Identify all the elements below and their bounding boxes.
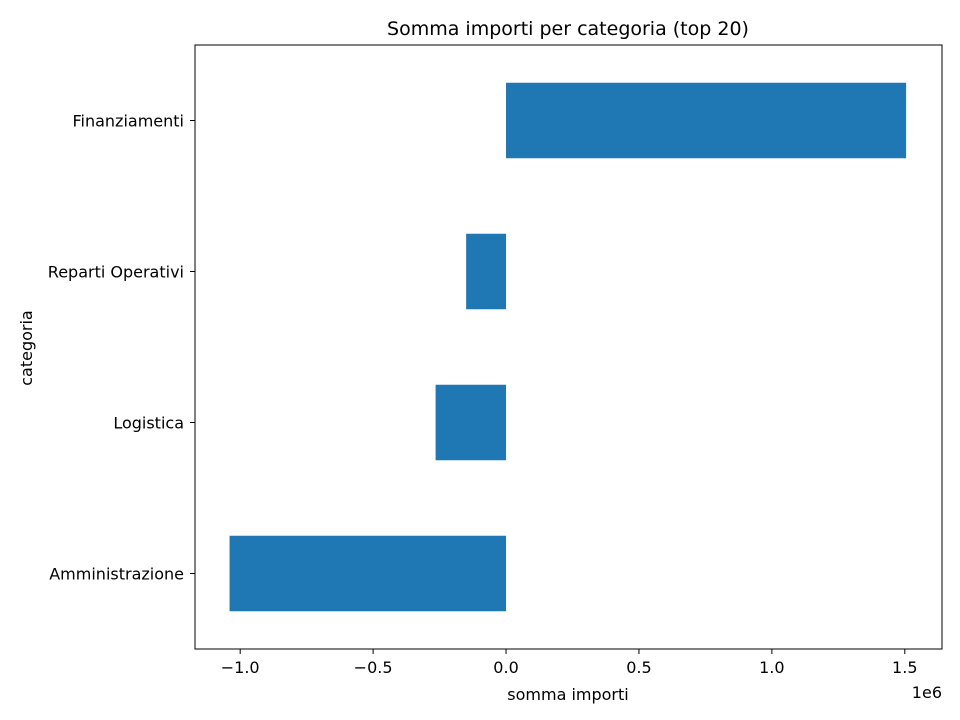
x-axis-label: somma importi [507, 685, 628, 704]
x-tick-label: −1.0 [221, 658, 260, 677]
x-tick-label: 0.0 [493, 658, 518, 677]
y-tick-label: Amministrazione [49, 565, 184, 584]
x-tick-label: −0.5 [354, 658, 393, 677]
x-tick-label: 0.5 [626, 658, 651, 677]
bar-amministrazione [229, 535, 507, 612]
y-tick-label: Reparti Operativi [48, 263, 184, 282]
y-axis-label: categoria [17, 310, 36, 386]
y-tick-label: Logistica [113, 414, 184, 433]
bar-logistica [435, 384, 507, 461]
y-axis-ticks: Amministrazione Logistica Reparti Operativ… [48, 112, 195, 584]
bar-reparti-operativi [466, 233, 507, 310]
x-axis-offset-text: 1e6 [912, 683, 942, 702]
x-tick-label: 1.5 [892, 658, 917, 677]
plot-area-frame [194, 44, 943, 650]
chart-title: Somma importi per categoria (top 20) [387, 18, 749, 40]
y-tick-label: Finanziamenti [72, 112, 184, 131]
x-axis-ticks: −1.0 −0.5 0.0 0.5 1.0 1.5 [221, 649, 918, 677]
bar-finanziamenti [506, 82, 907, 159]
x-tick-label: 1.0 [759, 658, 784, 677]
bars-group [229, 82, 907, 612]
